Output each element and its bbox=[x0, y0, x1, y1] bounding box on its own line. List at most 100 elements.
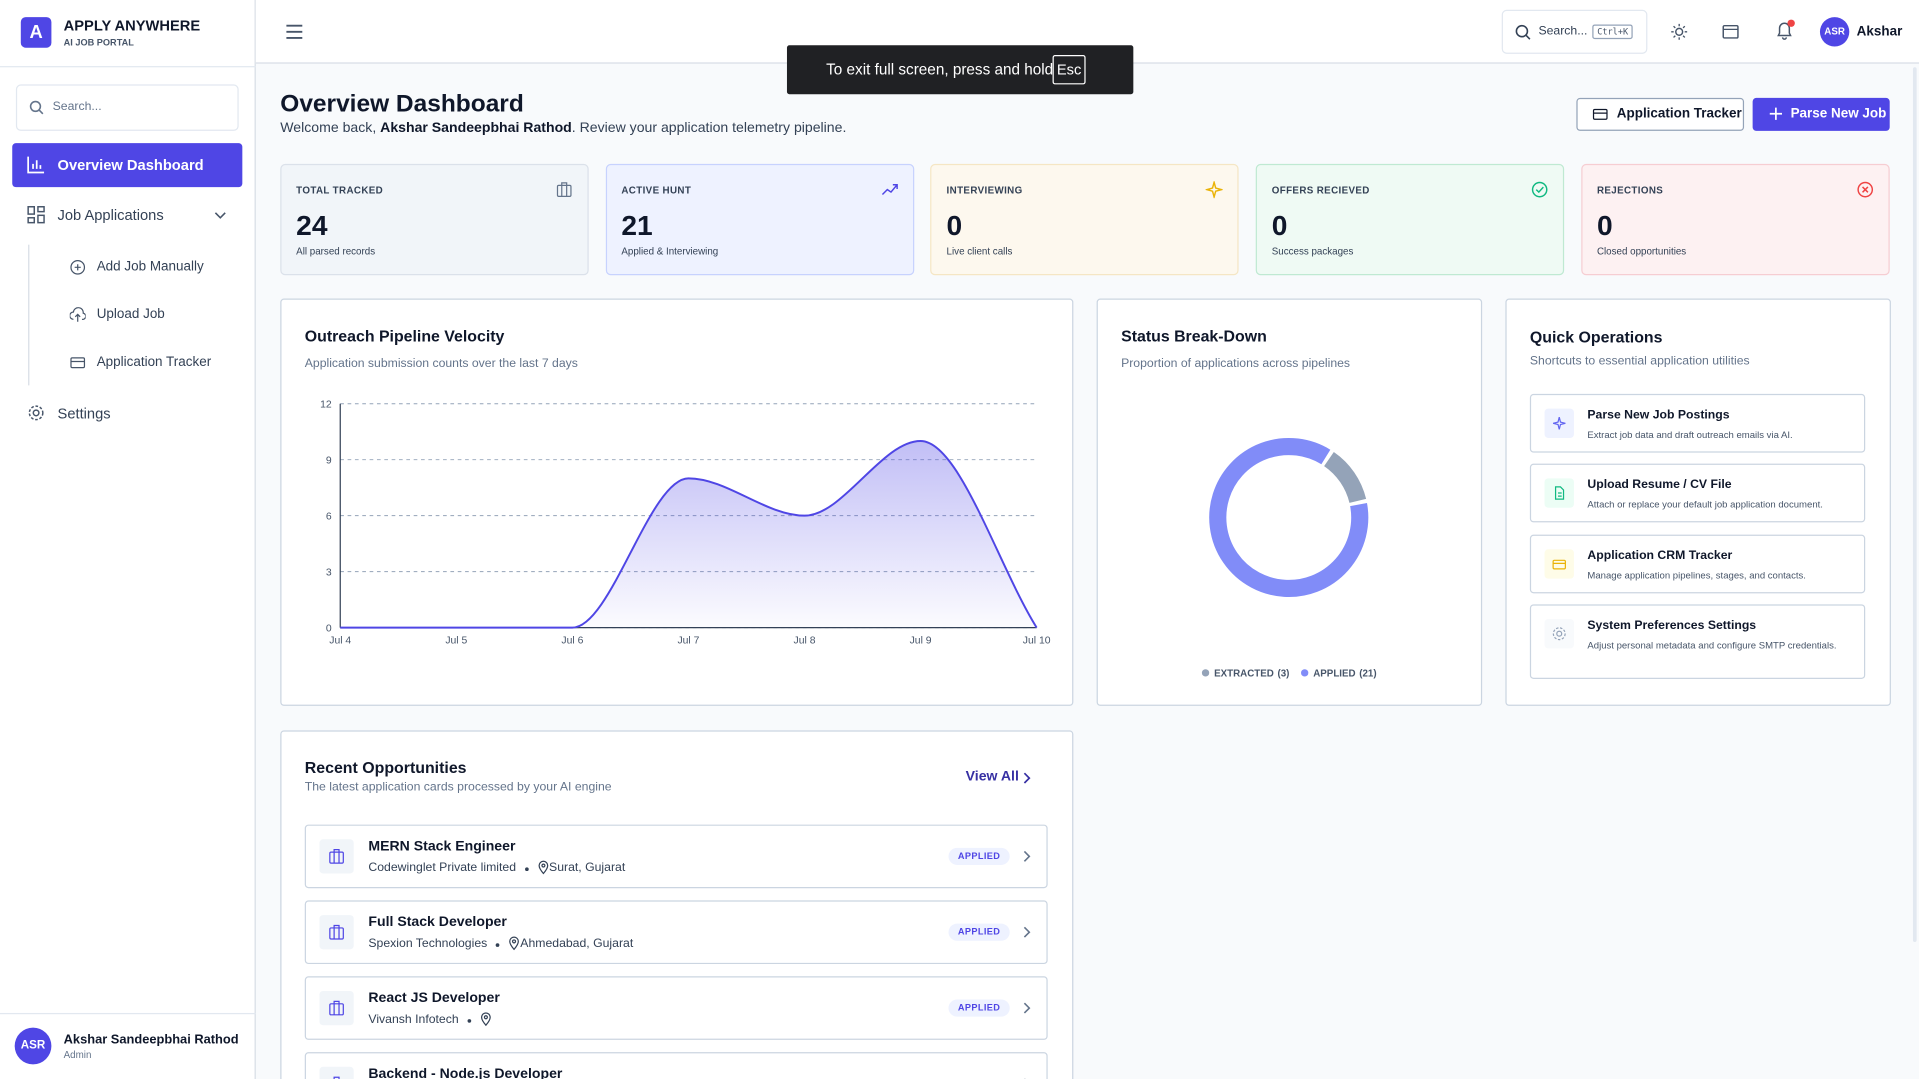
x-tick-label: Jul 8 bbox=[794, 636, 816, 647]
job-icon bbox=[329, 849, 344, 864]
ops-item-title: Upload Resume / CV File bbox=[1587, 478, 1732, 492]
stat-value: 0 bbox=[946, 209, 963, 242]
stat-value: 21 bbox=[621, 209, 653, 242]
subnav-line bbox=[28, 244, 30, 386]
y-tick-label: 0 bbox=[326, 623, 332, 634]
stat-caption: All parsed records bbox=[296, 245, 376, 257]
menu-icon[interactable] bbox=[285, 23, 303, 40]
page-title: Overview Dashboard bbox=[280, 90, 524, 118]
job-icon-box bbox=[319, 915, 354, 950]
sidebar-search[interactable] bbox=[15, 84, 239, 131]
chart-icon bbox=[27, 156, 45, 174]
subnav-item[interactable]: Add Job Manually bbox=[96, 259, 204, 275]
bell-icon[interactable] bbox=[1775, 18, 1797, 40]
stat-caption: Live client calls bbox=[946, 245, 1013, 257]
stat-card bbox=[1255, 163, 1565, 276]
y-tick-label: 12 bbox=[320, 399, 332, 410]
job-icon bbox=[333, 1076, 340, 1079]
stat-label: OFFERS RECIEVED bbox=[1271, 184, 1370, 196]
legend-value: (21) bbox=[1359, 669, 1376, 680]
nav-item[interactable]: Settings bbox=[57, 404, 111, 423]
theme-icon[interactable] bbox=[1671, 23, 1688, 40]
stat-label: INTERVIEWING bbox=[946, 184, 1023, 196]
job-icon bbox=[329, 1000, 344, 1016]
stat-caption: Success packages bbox=[1271, 245, 1354, 257]
x-tick-label: Jul 6 bbox=[561, 636, 583, 647]
location-icon bbox=[480, 1012, 491, 1027]
nav-item: Overview Dashboard bbox=[57, 156, 204, 174]
job-row[interactable] bbox=[304, 824, 1048, 889]
header-avatar[interactable]: ASR bbox=[1819, 17, 1850, 47]
ops-icon bbox=[1552, 417, 1566, 430]
separator-dot bbox=[495, 943, 500, 947]
stat-icon bbox=[881, 183, 898, 196]
toast-key: Esc bbox=[1052, 55, 1086, 85]
ops-item[interactable] bbox=[1529, 463, 1866, 523]
brand: APPLY ANYWHERE bbox=[63, 17, 201, 35]
ops-item[interactable] bbox=[1529, 393, 1866, 453]
header-user: Akshar bbox=[1856, 24, 1903, 40]
job-title: MERN Stack Engineer bbox=[368, 839, 516, 854]
tagline: AI JOB PORTAL bbox=[63, 36, 134, 48]
card-icon bbox=[1592, 108, 1608, 120]
stat-caption: Applied & Interviewing bbox=[621, 245, 719, 257]
job-company: Vivansh Infotech bbox=[368, 1012, 459, 1027]
line bbox=[340, 440, 1038, 629]
window-icon[interactable] bbox=[1722, 23, 1739, 40]
legend-name: APPLIED bbox=[1313, 669, 1355, 680]
job-title: Full Stack Developer bbox=[368, 915, 507, 930]
logo: A bbox=[20, 17, 52, 48]
header-search[interactable] bbox=[1501, 9, 1648, 54]
welcome-text: . Review your application telemetry pipe… bbox=[571, 121, 847, 136]
view-all[interactable]: View All bbox=[965, 769, 1019, 785]
ops-title: Quick Operations bbox=[1529, 327, 1663, 347]
ops-item[interactable] bbox=[1529, 534, 1866, 594]
separator-dot bbox=[467, 1019, 471, 1023]
stat-card bbox=[930, 163, 1240, 276]
job-row[interactable] bbox=[304, 1052, 1048, 1079]
job-row[interactable] bbox=[304, 900, 1048, 965]
subnav-item[interactable]: Application Tracker bbox=[96, 354, 212, 370]
button-label: Parse New Job bbox=[1790, 106, 1887, 122]
nav-active[interactable] bbox=[12, 143, 243, 188]
subnav-item[interactable]: Upload Job bbox=[96, 307, 165, 322]
nav-item[interactable]: Job Applications bbox=[57, 206, 164, 224]
job-icon bbox=[329, 924, 344, 940]
avatar: ASR bbox=[14, 1027, 52, 1065]
welcome-user: Akshar Sandeepbhai Rathod bbox=[380, 121, 572, 136]
legend-label: EXTRACTED (3) bbox=[1214, 669, 1289, 680]
plus-icon bbox=[70, 259, 86, 275]
status-badge: APPLIED bbox=[948, 847, 1010, 865]
job-title: React JS Developer bbox=[368, 990, 500, 1006]
chevron bbox=[1023, 850, 1031, 862]
chevron bbox=[1023, 926, 1031, 938]
legend-dot bbox=[1301, 669, 1309, 677]
stat-caption: Closed opportunities bbox=[1596, 245, 1687, 257]
stat-label: REJECTIONS bbox=[1596, 184, 1664, 196]
ops-icon bbox=[1552, 559, 1566, 570]
job-row[interactable] bbox=[304, 976, 1048, 1040]
ops-subtitle: Shortcuts to essential application utili… bbox=[1529, 354, 1750, 369]
welcome: Welcome back, Akshar Sandeepbhai Rathod.… bbox=[280, 121, 846, 136]
x-tick-label: Jul 4 bbox=[329, 636, 351, 647]
chart-subtitle: Application submission counts over the l… bbox=[305, 356, 578, 370]
tracker-button[interactable] bbox=[1576, 97, 1745, 131]
ops-item-desc: Extract job data and draft outreach emai… bbox=[1587, 429, 1793, 441]
ops-item-title: System Preferences Settings bbox=[1587, 619, 1757, 633]
chart-title: Outreach Pipeline Velocity bbox=[305, 328, 505, 345]
gear-icon bbox=[28, 405, 44, 421]
donut-card bbox=[1096, 298, 1483, 706]
y-tick-label: 9 bbox=[326, 455, 332, 466]
ops-item-desc: Adjust personal metadata and configure S… bbox=[1587, 639, 1837, 651]
job-icon-box bbox=[319, 839, 354, 874]
x-tick-label: Jul 10 bbox=[1023, 636, 1051, 647]
chevron bbox=[214, 212, 226, 219]
divider bbox=[0, 1012, 256, 1015]
status-badge: APPLIED bbox=[948, 999, 1010, 1017]
welcome-text: Welcome back, bbox=[280, 121, 381, 136]
legend-dot bbox=[1201, 669, 1210, 677]
stat-icon bbox=[1857, 181, 1873, 198]
stat-label: ACTIVE HUNT bbox=[621, 184, 692, 196]
job-title: Backend - Node.js Developer bbox=[368, 1066, 563, 1079]
ops-item[interactable] bbox=[1529, 604, 1866, 679]
